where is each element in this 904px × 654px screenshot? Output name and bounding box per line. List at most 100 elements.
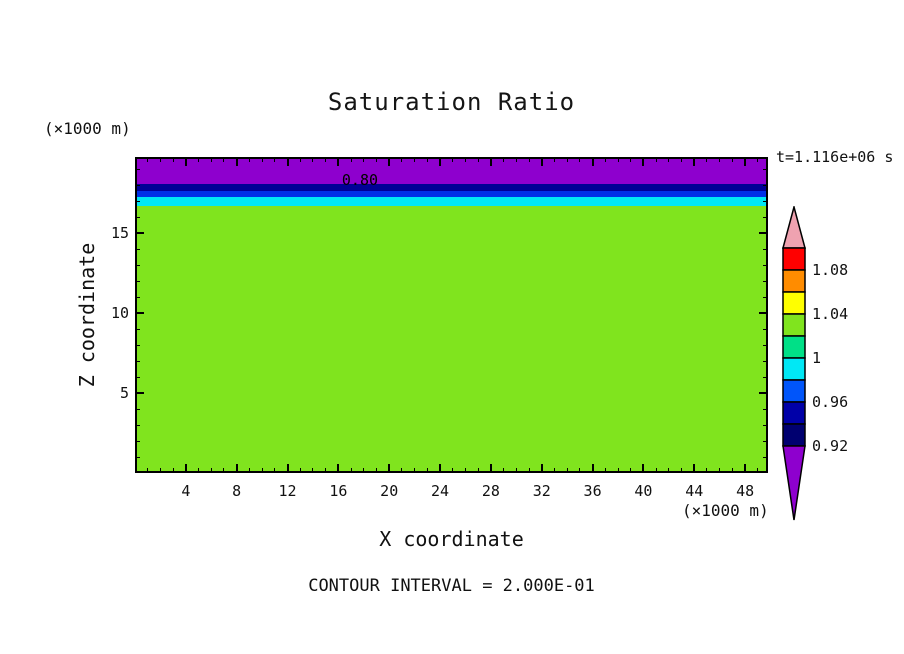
- y-minor-tick: [763, 424, 768, 426]
- x-minor-tick: [452, 157, 454, 162]
- x-major-tick: [388, 464, 391, 473]
- y-tick-label: 15: [110, 224, 129, 242]
- colorbar-segment: [782, 269, 806, 293]
- x-minor-tick: [401, 157, 403, 162]
- y-minor-tick: [135, 376, 140, 378]
- x-minor-tick: [757, 157, 759, 162]
- x-minor-tick: [426, 468, 428, 473]
- x-minor-tick: [464, 157, 466, 162]
- x-tick-label: 12: [278, 482, 297, 500]
- x-tick-label: 40: [634, 482, 653, 500]
- y-minor-tick: [135, 408, 140, 410]
- x-minor-tick: [312, 468, 314, 473]
- y-major-tick: [135, 392, 144, 394]
- x-minor-tick: [566, 468, 568, 473]
- x-minor-tick: [198, 157, 200, 162]
- x-tick-label: 4: [181, 482, 191, 500]
- x-minor-tick: [401, 468, 403, 473]
- x-major-tick: [286, 464, 289, 473]
- y-tick-label: 10: [110, 304, 129, 322]
- y-tick-label: 5: [119, 384, 129, 402]
- x-major-tick: [693, 464, 696, 473]
- x-minor-tick: [668, 157, 670, 162]
- x-major-tick: [439, 157, 442, 166]
- y-minor-tick: [763, 408, 768, 410]
- x-minor-tick: [553, 468, 555, 473]
- x-major-tick: [337, 157, 340, 166]
- y-minor-tick: [763, 200, 768, 202]
- x-minor-tick: [528, 157, 530, 162]
- y-minor-tick: [135, 280, 140, 282]
- x-minor-tick: [604, 468, 606, 473]
- x-minor-tick: [719, 157, 721, 162]
- y-axis-title: Z coordinate: [75, 242, 99, 388]
- contour-band: [135, 190, 768, 198]
- x-minor-tick: [210, 157, 212, 162]
- colorbar-segment: [782, 313, 806, 337]
- x-tick-label: 36: [583, 482, 602, 500]
- x-minor-tick: [681, 157, 683, 162]
- x-minor-tick: [515, 157, 517, 162]
- x-minor-tick: [426, 157, 428, 162]
- x-tick-label: 24: [431, 482, 450, 500]
- x-minor-tick: [477, 157, 479, 162]
- y-minor-tick: [135, 456, 140, 458]
- colorbar-tick-label: 1.04: [812, 305, 849, 323]
- x-minor-tick: [325, 468, 327, 473]
- x-minor-tick: [312, 157, 314, 162]
- x-minor-tick: [515, 468, 517, 473]
- y-minor-tick: [135, 296, 140, 298]
- colorbar-segment: [782, 357, 806, 381]
- y-minor-tick: [135, 248, 140, 250]
- x-minor-tick: [604, 157, 606, 162]
- x-minor-tick: [503, 157, 505, 162]
- x-major-tick: [286, 157, 289, 166]
- y-minor-tick: [135, 168, 140, 170]
- contour-band: [135, 184, 768, 192]
- y-minor-tick: [763, 328, 768, 330]
- contour-band: [135, 157, 768, 185]
- y-minor-tick: [135, 216, 140, 218]
- x-minor-tick: [261, 157, 263, 162]
- plot-area: [135, 157, 768, 473]
- x-major-tick: [337, 464, 340, 473]
- x-minor-tick: [147, 468, 149, 473]
- y-major-tick: [135, 312, 144, 314]
- colorbar: [782, 206, 806, 521]
- y-minor-tick: [763, 440, 768, 442]
- x-minor-tick: [210, 468, 212, 473]
- x-major-tick: [184, 464, 187, 473]
- x-minor-tick: [553, 157, 555, 162]
- y-minor-tick: [763, 280, 768, 282]
- y-minor-tick: [763, 456, 768, 458]
- contour-band: [135, 197, 768, 207]
- y-minor-tick: [763, 360, 768, 362]
- x-minor-tick: [274, 157, 276, 162]
- y-minor-tick: [763, 248, 768, 250]
- x-tick-label: 28: [481, 482, 500, 500]
- x-minor-tick: [630, 157, 632, 162]
- y-major-tick: [759, 232, 768, 234]
- x-minor-tick: [579, 157, 581, 162]
- x-minor-tick: [147, 157, 149, 162]
- x-major-tick: [591, 157, 594, 166]
- colorbar-arrow-up: [782, 206, 806, 249]
- x-minor-tick: [731, 468, 733, 473]
- x-minor-tick: [528, 468, 530, 473]
- contour-band: [135, 205, 768, 473]
- y-minor-tick: [763, 264, 768, 266]
- x-minor-tick: [566, 157, 568, 162]
- x-minor-tick: [350, 157, 352, 162]
- x-tick-label: 32: [532, 482, 551, 500]
- x-minor-tick: [261, 468, 263, 473]
- chart-title: Saturation Ratio: [327, 88, 576, 116]
- colorbar-segment: [782, 401, 806, 425]
- colorbar-tick-label: 1: [812, 349, 822, 367]
- x-major-tick: [489, 157, 492, 166]
- y-minor-tick: [763, 376, 768, 378]
- x-minor-tick: [579, 468, 581, 473]
- x-major-tick: [439, 464, 442, 473]
- x-minor-tick: [299, 157, 301, 162]
- x-minor-tick: [617, 468, 619, 473]
